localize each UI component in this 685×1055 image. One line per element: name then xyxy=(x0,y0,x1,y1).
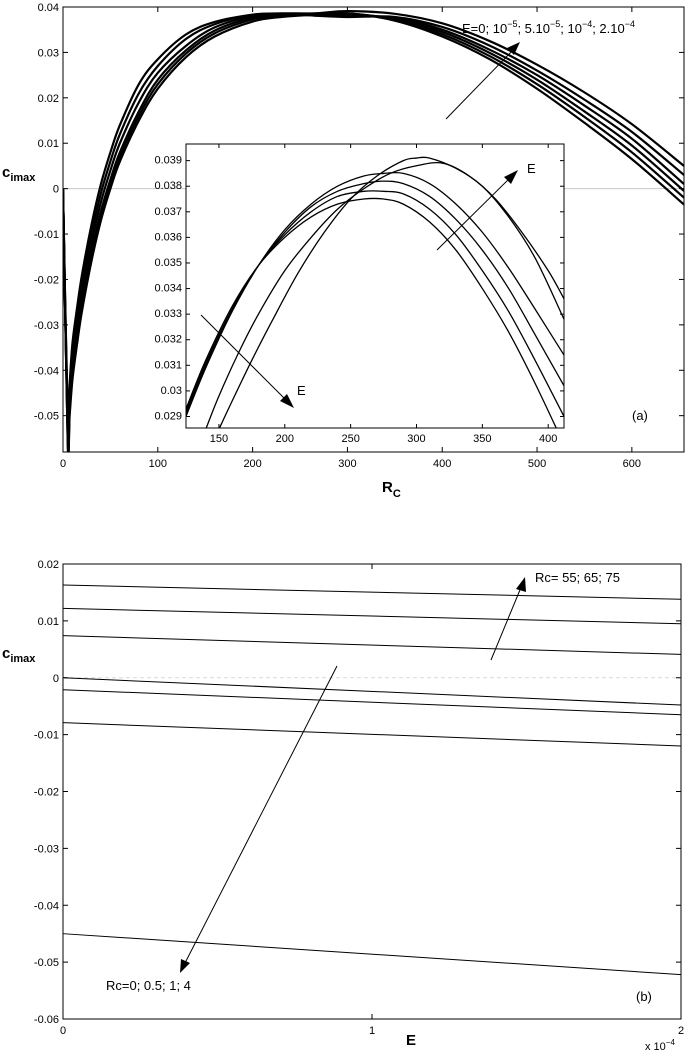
series-line-1 xyxy=(62,607,682,625)
panel-b-frame xyxy=(62,563,682,1020)
inset-ticks: 150 200 250 300 350 400 0.029 0.03 0.031 0.032 0.0… xyxy=(154,144,564,445)
series-line-2 xyxy=(62,635,682,655)
inset-y-tick-label: 0.031 xyxy=(154,359,182,371)
inset-y-tick-label: 0.039 xyxy=(154,155,182,167)
y-tick-label: 0 xyxy=(53,673,59,685)
series-line-6 xyxy=(62,933,682,976)
panel-a-ticks: 0 100 200 300 400 500 600 -0.05 -0.04 -0.03 -0.02 -… xyxy=(34,2,684,470)
panel-b-xlabel: E xyxy=(406,1032,416,1049)
series-line-5 xyxy=(62,722,682,747)
inset-y-tick-label: 0.038 xyxy=(154,180,182,192)
panel-b-ylabel: cimax xyxy=(2,645,36,665)
y-tick-label: -0.01 xyxy=(34,730,59,742)
inset-series-line-4 xyxy=(205,161,564,428)
x-tick-label: 500 xyxy=(528,458,546,470)
inset-x-tick-label: 400 xyxy=(539,433,557,445)
y-tick-label: -0.03 xyxy=(34,320,59,332)
inset-arrow-up xyxy=(436,175,513,251)
inset-x-tick-label: 300 xyxy=(407,433,425,445)
series-line-0 xyxy=(62,584,682,600)
y-tick-label: 0.04 xyxy=(38,2,59,14)
panel-b-arrow-down xyxy=(184,665,338,964)
series-line-5 xyxy=(63,9,684,428)
y-tick-label: -0.05 xyxy=(34,411,59,423)
y-tick-label: 0 xyxy=(53,184,59,196)
x-tick-label: 2 xyxy=(678,1025,684,1037)
y-tick-label: 0.03 xyxy=(38,47,59,59)
y-tick-label: 0.02 xyxy=(38,559,59,571)
x-tick-label: 300 xyxy=(338,458,356,470)
inset-x-tick-label: 150 xyxy=(210,433,228,445)
inset-arrowhead-down xyxy=(280,394,294,408)
inset-series-line-0 xyxy=(186,197,557,428)
y-tick-label: -0.06 xyxy=(34,1014,59,1026)
inset-curves xyxy=(186,156,564,428)
x-tick-label: 1 xyxy=(369,1025,375,1037)
y-tick-label: -0.05 xyxy=(34,957,59,969)
inset-y-tick-label: 0.029 xyxy=(154,410,182,422)
x-tick-label: 200 xyxy=(243,458,261,470)
inset-label-e-top: E xyxy=(527,161,536,176)
inset-x-tick-label: 250 xyxy=(341,433,359,445)
panel-b-arrow-up xyxy=(490,584,523,661)
panel-a-curves xyxy=(63,9,684,452)
y-tick-label: 0.02 xyxy=(38,93,59,105)
series-line-4 xyxy=(62,689,682,716)
series-line-3 xyxy=(62,677,682,706)
panel-b-annotation-up: Rc= 55; 65; 75 xyxy=(535,570,620,585)
panel-a-arrow xyxy=(445,47,516,120)
y-tick-label: -0.01 xyxy=(34,229,59,241)
panel-b-arrowhead-down xyxy=(180,959,190,973)
inset-plot: 150 200 250 300 350 400 0.029 0.03 0.031 0.032 0.0… xyxy=(154,143,565,445)
panel-a: 0 100 200 300 400 500 600 -0.05 -0.04 -0.03 -0.02 -… xyxy=(2,2,685,500)
inset-y-tick-label: 0.035 xyxy=(154,257,182,269)
y-tick-label: -0.02 xyxy=(34,274,59,286)
panel-b-x-scale: x 10−4 xyxy=(645,1038,675,1053)
y-tick-label: 0.01 xyxy=(38,138,59,150)
inset-label-e-bottom: E xyxy=(297,383,306,398)
inset-y-tick-label: 0.037 xyxy=(154,206,182,218)
y-tick-label: -0.04 xyxy=(34,365,59,377)
panel-a-xlabel: RC xyxy=(382,479,401,500)
inset-frame xyxy=(185,143,565,429)
x-tick-label: 0 xyxy=(60,458,66,470)
x-tick-label: 100 xyxy=(149,458,167,470)
panel-b-label: (b) xyxy=(636,989,652,1004)
panel-a-label: (a) xyxy=(632,408,648,423)
y-tick-label: -0.04 xyxy=(34,900,59,912)
inset-arrow-down xyxy=(200,314,289,403)
inset-x-tick-label: 200 xyxy=(276,433,294,445)
x-tick-label: 0 xyxy=(60,1025,66,1037)
x-tick-label: 400 xyxy=(433,458,451,470)
inset-series-line-3 xyxy=(186,171,564,417)
y-tick-label: -0.03 xyxy=(34,843,59,855)
inset-y-tick-label: 0.033 xyxy=(154,308,182,320)
panel-b-ticks: 0 1 2 -0.06 -0.05 -0.04 -0.03 -0.02 -0.01 0 0.01 0.… xyxy=(34,559,684,1037)
panel-a-annotation: E=0; 10−5; 5.10−5; 10−4; 2.10−4 xyxy=(462,19,635,36)
panel-a-arrowhead xyxy=(507,42,520,55)
panel-b: 0 1 2 -0.06 -0.05 -0.04 -0.03 -0.02 -0.01 0 0.01 0.… xyxy=(2,559,684,1053)
y-tick-label: -0.02 xyxy=(34,787,59,799)
panel-b-arrowhead-up xyxy=(516,577,526,592)
y-tick-label: 0.01 xyxy=(38,616,59,628)
panel-a-ylabel: cimax xyxy=(2,164,36,184)
inset-y-tick-label: 0.032 xyxy=(154,334,182,346)
x-tick-label: 600 xyxy=(623,458,641,470)
inset-y-tick-label: 0.034 xyxy=(154,283,182,295)
inset-y-tick-label: 0.03 xyxy=(161,385,182,397)
inset-y-tick-label: 0.036 xyxy=(154,231,182,243)
inset-arrowhead-up xyxy=(504,170,518,184)
inset-x-tick-label: 350 xyxy=(473,433,491,445)
panel-b-curves xyxy=(62,584,682,976)
panel-b-annotation-down: Rc=0; 0.5; 1; 4 xyxy=(106,978,191,993)
inset-series-line-5 xyxy=(218,156,564,428)
